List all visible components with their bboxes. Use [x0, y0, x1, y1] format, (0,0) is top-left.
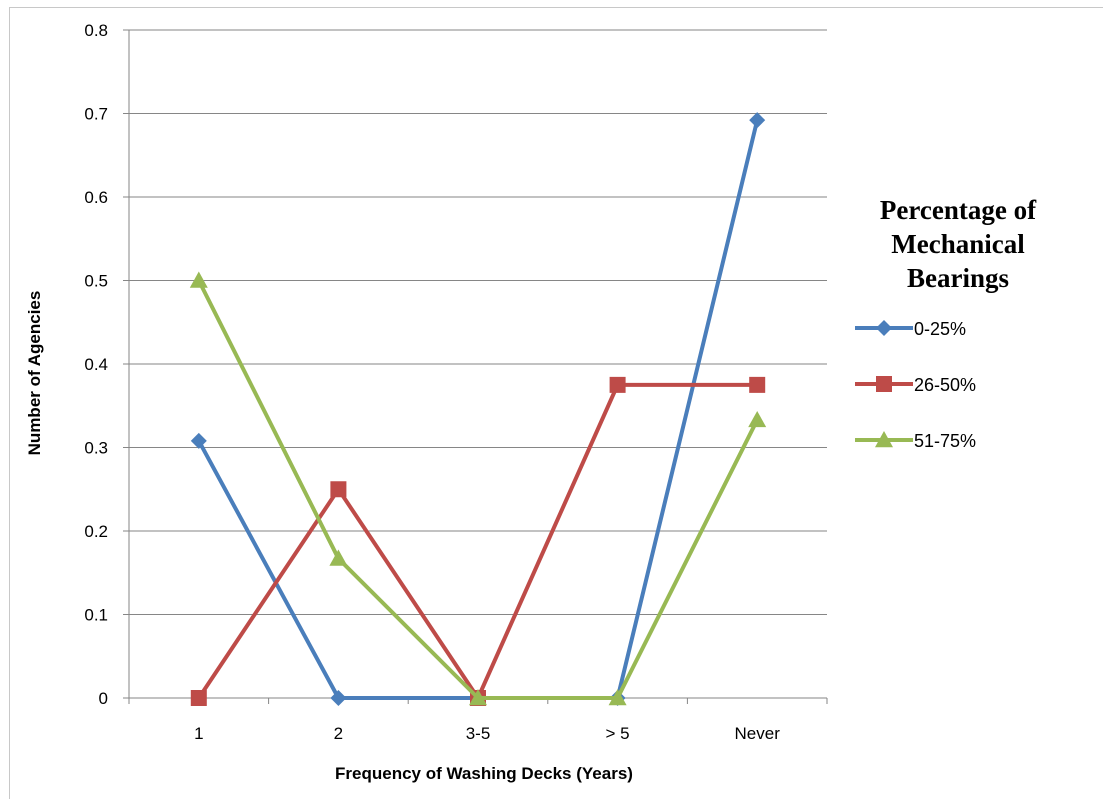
legend-item: 26-50% [855, 375, 976, 395]
data-point [329, 549, 348, 566]
x-tick-label: 3-5 [466, 724, 491, 743]
series-0-25% [190, 112, 766, 706]
y-tick-label: 0.6 [84, 188, 108, 207]
series-line [197, 119, 760, 700]
series-line [197, 382, 758, 700]
legend-label: 51-75% [914, 431, 976, 451]
data-point [609, 376, 626, 393]
x-tick-label: 2 [334, 724, 343, 743]
data-point [749, 376, 766, 393]
legend: Percentage of Mechanical Bearings 0-25% 2… [855, 195, 1037, 451]
chart-frame [9, 7, 1103, 799]
y-tick-label: 0.1 [84, 606, 108, 625]
data-point [608, 689, 627, 706]
data-point [469, 689, 487, 706]
legend-swatch-marker [875, 431, 893, 448]
series-26-50% [190, 376, 766, 706]
y-tick-label: 0.8 [84, 21, 108, 40]
legend-title-line-3: Bearings [907, 263, 1009, 293]
data-point [330, 690, 347, 706]
y-tick-label: 0.3 [84, 439, 108, 458]
legend-title-line-1: Percentage of [880, 195, 1037, 225]
gridlines [123, 29, 827, 699]
y-tick-label: 0.7 [84, 105, 108, 124]
data-point [749, 112, 766, 129]
series-51-75% [189, 271, 767, 706]
axes [128, 30, 828, 704]
y-tick-label: 0.4 [84, 355, 108, 374]
legend-item: 0-25% [855, 319, 966, 339]
y-tick-labels: 0 0.1 0.2 0.3 0.4 0.5 0.6 0.7 0.8 [84, 21, 108, 708]
data-point [748, 410, 767, 428]
y-tick-label: 0.2 [84, 522, 108, 541]
y-tick-label: 0 [99, 689, 108, 708]
series-line [197, 279, 759, 700]
y-axis-title: Number of Agencies [25, 291, 44, 456]
legend-label: 26-50% [914, 375, 976, 395]
y-tick-label: 0.5 [84, 272, 108, 291]
legend-swatch-marker [876, 376, 892, 392]
x-tick-labels: 1 2 3-5 > 5 Never [194, 724, 780, 743]
x-tick-label: > 5 [606, 724, 630, 743]
x-tick-label: Never [735, 724, 781, 743]
data-point [190, 432, 207, 449]
legend-label: 0-25% [914, 319, 966, 339]
legend-swatch-marker [876, 320, 892, 336]
legend-item: 51-75% [855, 431, 976, 451]
x-axis-title: Frequency of Washing Decks (Years) [335, 764, 633, 783]
data-point [330, 481, 347, 498]
data-point [189, 271, 208, 288]
legend-title-line-2: Mechanical [891, 229, 1025, 259]
series-layer [189, 112, 767, 706]
x-tick-label: 1 [194, 724, 203, 743]
data-point [190, 690, 207, 706]
